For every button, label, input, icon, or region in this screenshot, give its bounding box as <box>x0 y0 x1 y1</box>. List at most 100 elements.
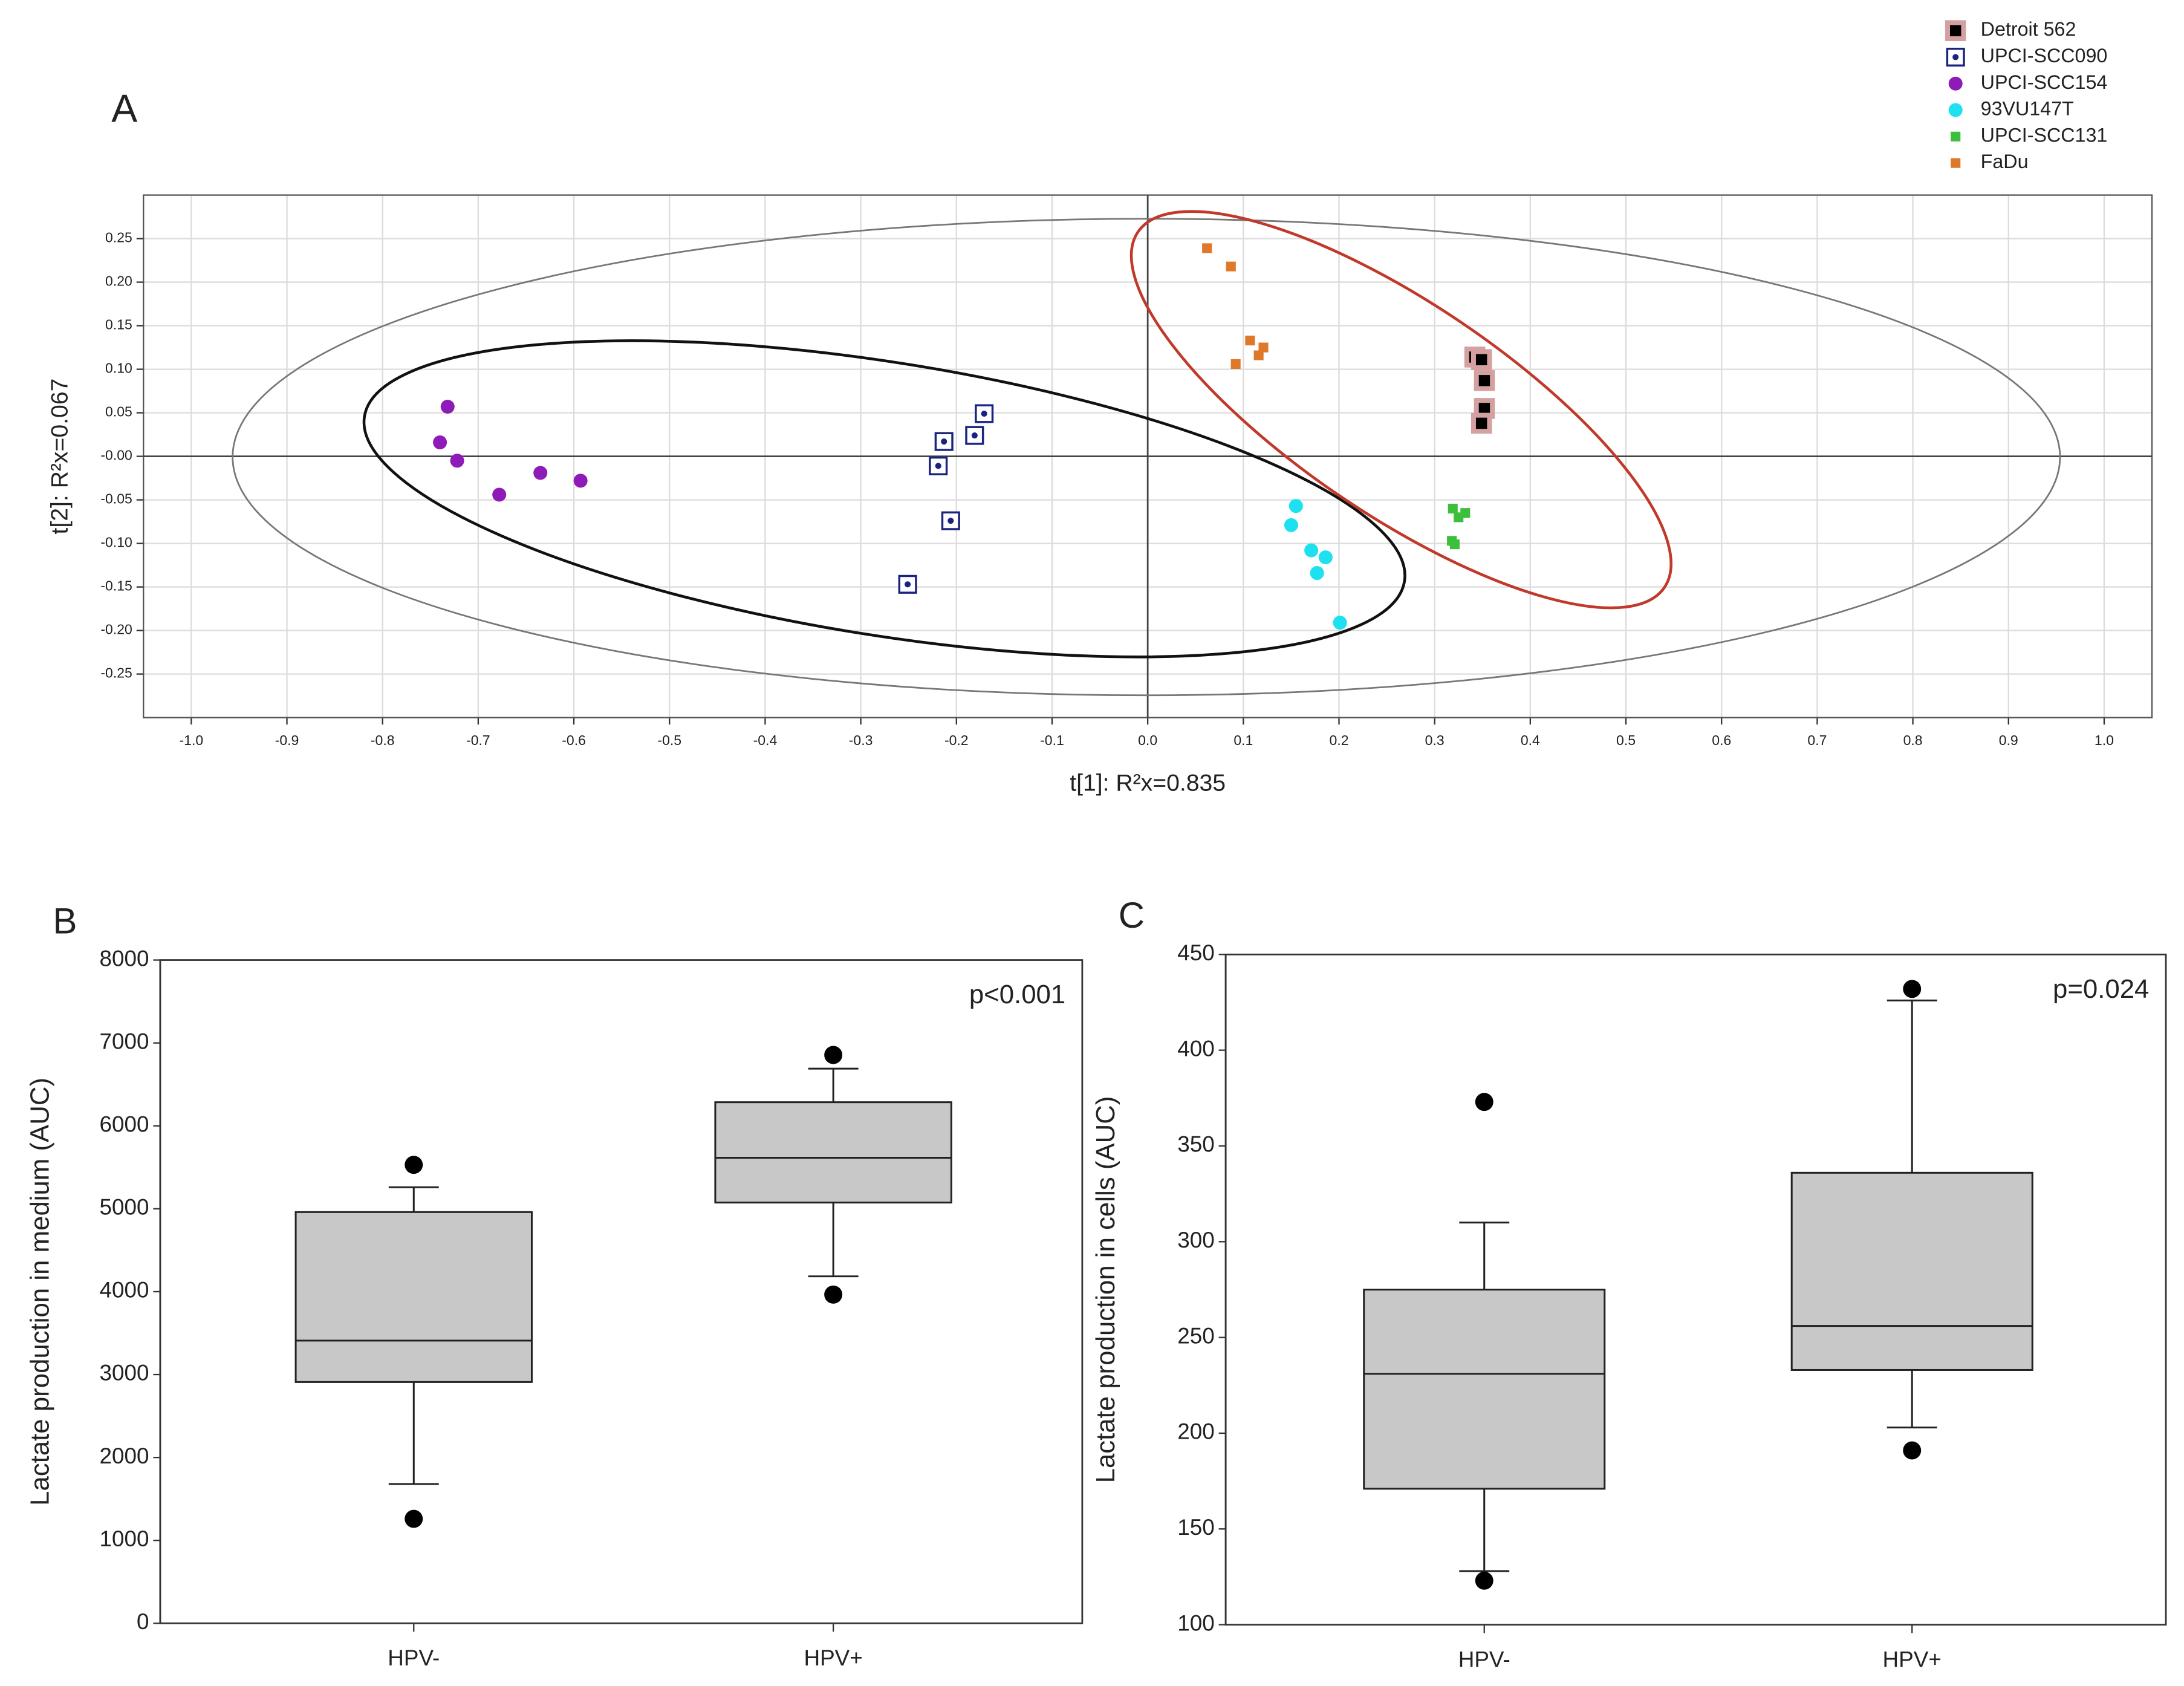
point <box>1454 512 1464 522</box>
marker-circle <box>440 399 455 414</box>
x-tick-label: -0.1 <box>1040 732 1064 748</box>
y-tick-label: 5000 <box>99 1195 149 1220</box>
point <box>1333 616 1347 630</box>
legend-marker <box>1951 131 1961 142</box>
y-tick-label: 1000 <box>99 1526 149 1551</box>
marker-dot <box>971 432 978 439</box>
x-tick-label: 0.3 <box>1425 732 1445 748</box>
y-tick-label: 2000 <box>99 1444 149 1468</box>
y-tick-label: 3000 <box>99 1361 149 1385</box>
y-tick-label: 0.10 <box>105 360 132 376</box>
y-tick-label: 300 <box>1177 1228 1214 1252</box>
marker-circle <box>450 454 464 468</box>
y-tick-label: -0.00 <box>100 448 132 463</box>
outlier <box>405 1156 423 1174</box>
outlier <box>1903 1441 1922 1460</box>
panel-label: A <box>111 86 137 130</box>
marker-square <box>1449 539 1460 550</box>
point <box>929 456 948 475</box>
marker-circle <box>433 435 447 450</box>
point <box>975 404 994 423</box>
point <box>1304 543 1319 558</box>
marker-circle <box>1333 616 1347 630</box>
marker-core <box>1478 403 1490 414</box>
marker-dot <box>1952 54 1959 60</box>
outlier <box>1475 1571 1493 1590</box>
outlier <box>824 1285 843 1304</box>
y-tick-label: -0.05 <box>100 491 132 507</box>
outlier <box>1903 980 1922 998</box>
box <box>294 1211 533 1383</box>
panel-label: B <box>53 900 77 941</box>
legend-label: UPCI-SCC090 <box>1981 45 2108 67</box>
annotation: p<0.001 <box>969 980 1065 1009</box>
marker-square <box>1258 342 1269 353</box>
marker-core <box>1950 25 1961 36</box>
y-tick-label: -0.20 <box>100 622 132 637</box>
point <box>1474 370 1495 391</box>
point <box>533 466 548 480</box>
point <box>934 432 954 451</box>
legend-marker <box>1946 47 1965 67</box>
x-tick-label: HPV- <box>388 1645 440 1670</box>
marker-square <box>1226 261 1236 272</box>
x-tick-label: 0.2 <box>1330 732 1349 748</box>
marker-circle <box>1304 543 1319 558</box>
marker-circle <box>573 474 588 488</box>
x-tick-label: 0.1 <box>1233 732 1253 748</box>
point <box>1310 566 1324 581</box>
y-tick-label: 7000 <box>99 1029 149 1053</box>
marker-square <box>1230 359 1241 369</box>
point <box>1284 518 1298 532</box>
legend-marker <box>1948 76 1963 91</box>
point <box>573 474 588 488</box>
marker-circle <box>1284 518 1298 532</box>
point <box>1230 359 1241 369</box>
x-tick-label: -0.6 <box>562 732 586 748</box>
x-axis-label: t[1]: R²x=0.835 <box>1070 770 1226 796</box>
point <box>1318 550 1333 565</box>
point <box>1471 349 1492 371</box>
y-tick-label: 6000 <box>99 1112 149 1136</box>
marker-dot <box>947 518 954 524</box>
y-tick-label: 200 <box>1177 1419 1214 1444</box>
point <box>965 426 984 445</box>
x-tick-label: 0.9 <box>1999 732 2018 748</box>
point <box>1202 243 1212 253</box>
marker-core <box>1478 375 1490 386</box>
point <box>1448 503 1458 514</box>
legend-label: Detroit 562 <box>1981 18 2076 40</box>
x-tick-label: 1.0 <box>2095 732 2114 748</box>
point <box>440 399 455 414</box>
marker-circle <box>1948 76 1963 91</box>
point <box>941 511 960 530</box>
marker-dot <box>981 410 987 417</box>
y-tick-label: 8000 <box>99 946 149 971</box>
marker-core <box>1475 354 1487 365</box>
marker-square <box>1448 503 1458 514</box>
legend-label: UPCI-SCC131 <box>1981 124 2108 146</box>
y-tick-label: -0.15 <box>100 578 132 594</box>
point <box>1245 336 1255 346</box>
marker-circle <box>533 466 548 480</box>
marker-square <box>1245 336 1255 346</box>
legend-marker <box>1948 103 1963 117</box>
marker-square <box>1951 131 1961 142</box>
x-tick-label: -0.7 <box>466 732 490 748</box>
y-tick-label: 150 <box>1177 1515 1214 1540</box>
point <box>492 487 507 502</box>
outlier <box>405 1509 423 1528</box>
x-tick-label: 0.5 <box>1616 732 1636 748</box>
y-tick-label: 0.25 <box>105 230 132 246</box>
point <box>1289 499 1303 513</box>
marker-circle <box>492 487 507 502</box>
point <box>898 574 917 594</box>
y-tick-label: 0.15 <box>105 317 132 333</box>
legend-label: 93VU147T <box>1981 98 2074 120</box>
box <box>1790 1171 2033 1371</box>
hotelling-ellipse <box>232 218 2061 697</box>
x-tick-label: HPV+ <box>1883 1647 1942 1671</box>
x-tick-label: -0.8 <box>371 732 395 748</box>
y-tick-label: 450 <box>1177 940 1214 965</box>
